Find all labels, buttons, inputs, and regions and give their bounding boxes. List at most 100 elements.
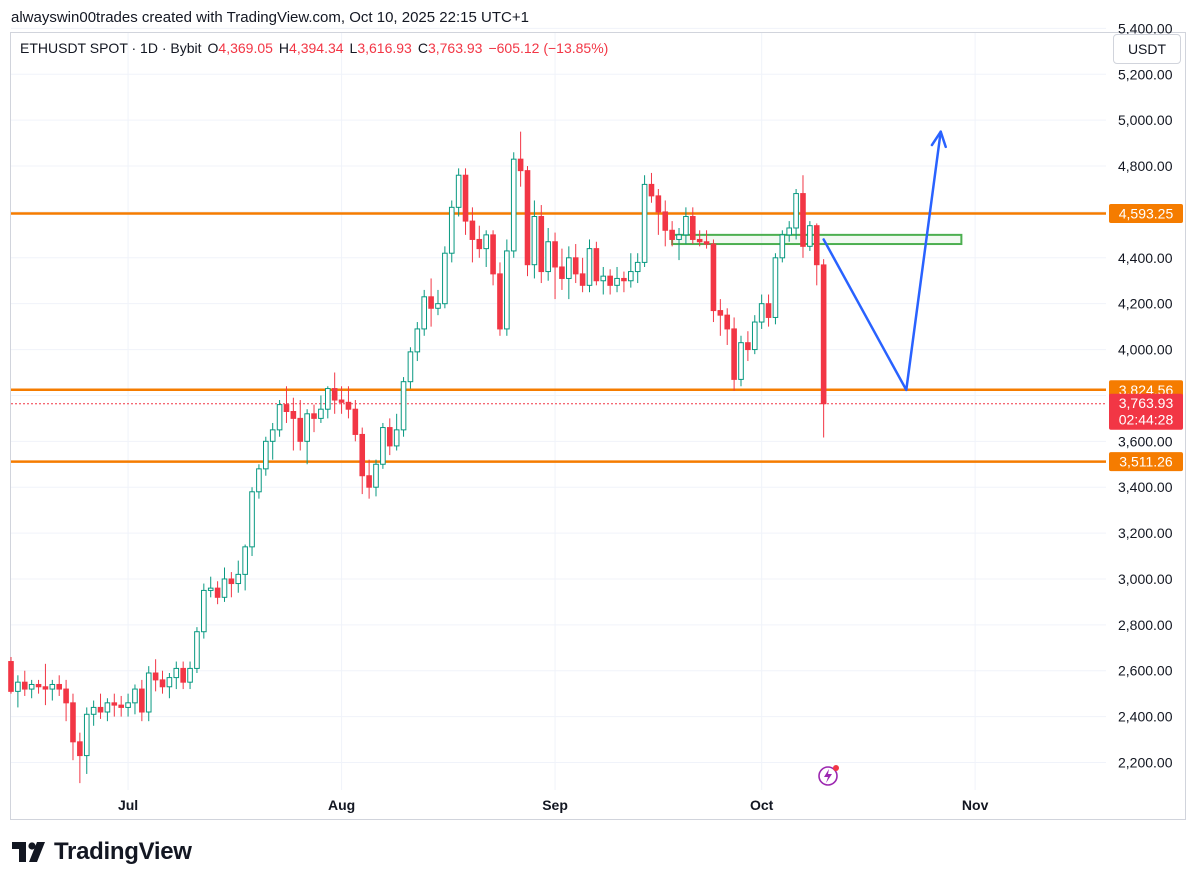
candle[interactable] (607, 269, 613, 295)
candle[interactable] (689, 207, 696, 245)
candle[interactable] (738, 335, 744, 387)
candle[interactable] (779, 230, 786, 263)
candle[interactable] (538, 205, 545, 284)
candle[interactable] (414, 322, 421, 362)
candle[interactable] (221, 567, 228, 602)
candle[interactable] (428, 278, 434, 327)
candle[interactable] (559, 248, 565, 290)
candle[interactable] (696, 230, 703, 247)
candle[interactable] (462, 168, 469, 235)
candle[interactable] (359, 427, 366, 495)
candle[interactable] (386, 418, 393, 456)
candle[interactable] (476, 225, 483, 258)
projection-line[interactable] (822, 130, 942, 392)
candle[interactable] (297, 400, 304, 451)
candle[interactable] (641, 175, 648, 267)
candle[interactable] (724, 308, 731, 345)
candle[interactable] (545, 227, 551, 281)
candle[interactable] (572, 244, 579, 284)
candle[interactable] (290, 397, 297, 451)
candle[interactable] (56, 675, 63, 696)
candle[interactable] (820, 259, 827, 438)
candle[interactable] (77, 732, 83, 784)
candle[interactable] (318, 395, 324, 423)
candle[interactable] (228, 572, 235, 598)
candle[interactable] (621, 271, 627, 293)
candle[interactable] (263, 436, 269, 476)
candle[interactable] (469, 207, 476, 263)
candle[interactable] (21, 670, 28, 696)
candle[interactable] (49, 679, 56, 701)
candle[interactable] (524, 166, 531, 277)
candle[interactable] (517, 131, 524, 187)
candle[interactable] (338, 386, 345, 414)
candle[interactable] (187, 661, 193, 690)
candle[interactable] (373, 459, 379, 497)
candle[interactable] (276, 400, 283, 437)
candle[interactable] (745, 331, 751, 362)
candle[interactable] (593, 241, 600, 286)
candle[interactable] (442, 246, 448, 309)
candle[interactable] (311, 404, 317, 433)
candle[interactable] (366, 459, 372, 499)
candle[interactable] (504, 239, 510, 336)
candle[interactable] (331, 372, 338, 414)
candle[interactable] (152, 659, 159, 692)
candle[interactable] (710, 239, 717, 323)
candle[interactable] (345, 386, 352, 419)
candle[interactable] (15, 675, 21, 708)
candle[interactable] (614, 266, 620, 293)
candle[interactable] (628, 253, 634, 288)
candle[interactable] (807, 221, 813, 251)
candle[interactable] (83, 707, 90, 774)
candle[interactable] (683, 207, 689, 245)
candle[interactable] (421, 289, 428, 336)
candle[interactable] (201, 583, 207, 639)
candle[interactable] (800, 175, 806, 258)
candle[interactable] (242, 544, 248, 591)
candle[interactable] (510, 152, 517, 258)
candle[interactable] (662, 200, 669, 247)
candle[interactable] (634, 253, 641, 284)
candle[interactable] (669, 221, 675, 247)
candle[interactable] (63, 679, 69, 722)
candle[interactable] (207, 576, 214, 598)
tradingview-brand[interactable]: TradingView (12, 838, 192, 866)
candle[interactable] (118, 695, 124, 717)
candle[interactable] (448, 200, 455, 263)
candle[interactable] (531, 200, 538, 279)
candle[interactable] (111, 693, 118, 717)
candle[interactable] (235, 560, 242, 593)
candle[interactable] (35, 679, 42, 694)
candle[interactable] (586, 239, 593, 293)
candle[interactable] (400, 377, 407, 437)
candle[interactable] (407, 347, 414, 389)
candle[interactable] (786, 221, 793, 242)
candle[interactable] (70, 693, 76, 761)
candle[interactable] (600, 266, 607, 295)
candle[interactable] (393, 413, 400, 451)
candle[interactable] (579, 257, 586, 293)
candle[interactable] (8, 656, 14, 694)
candle[interactable] (772, 253, 779, 325)
candle[interactable] (813, 223, 820, 286)
candle[interactable] (380, 422, 386, 469)
candle[interactable] (194, 627, 200, 674)
candle[interactable] (352, 400, 359, 442)
candle[interactable] (490, 230, 496, 286)
candle[interactable] (751, 315, 758, 355)
candle[interactable] (90, 700, 97, 726)
candle[interactable] (552, 232, 558, 300)
candle[interactable] (256, 464, 262, 499)
candle[interactable] (214, 581, 221, 605)
candle[interactable] (566, 246, 572, 300)
candle[interactable] (648, 172, 655, 203)
candle[interactable] (455, 168, 462, 217)
candle[interactable] (125, 693, 131, 717)
candle[interactable] (765, 294, 772, 327)
candle[interactable] (145, 666, 152, 722)
candle[interactable] (793, 188, 799, 240)
candle[interactable] (166, 673, 173, 699)
candle[interactable] (324, 386, 331, 419)
